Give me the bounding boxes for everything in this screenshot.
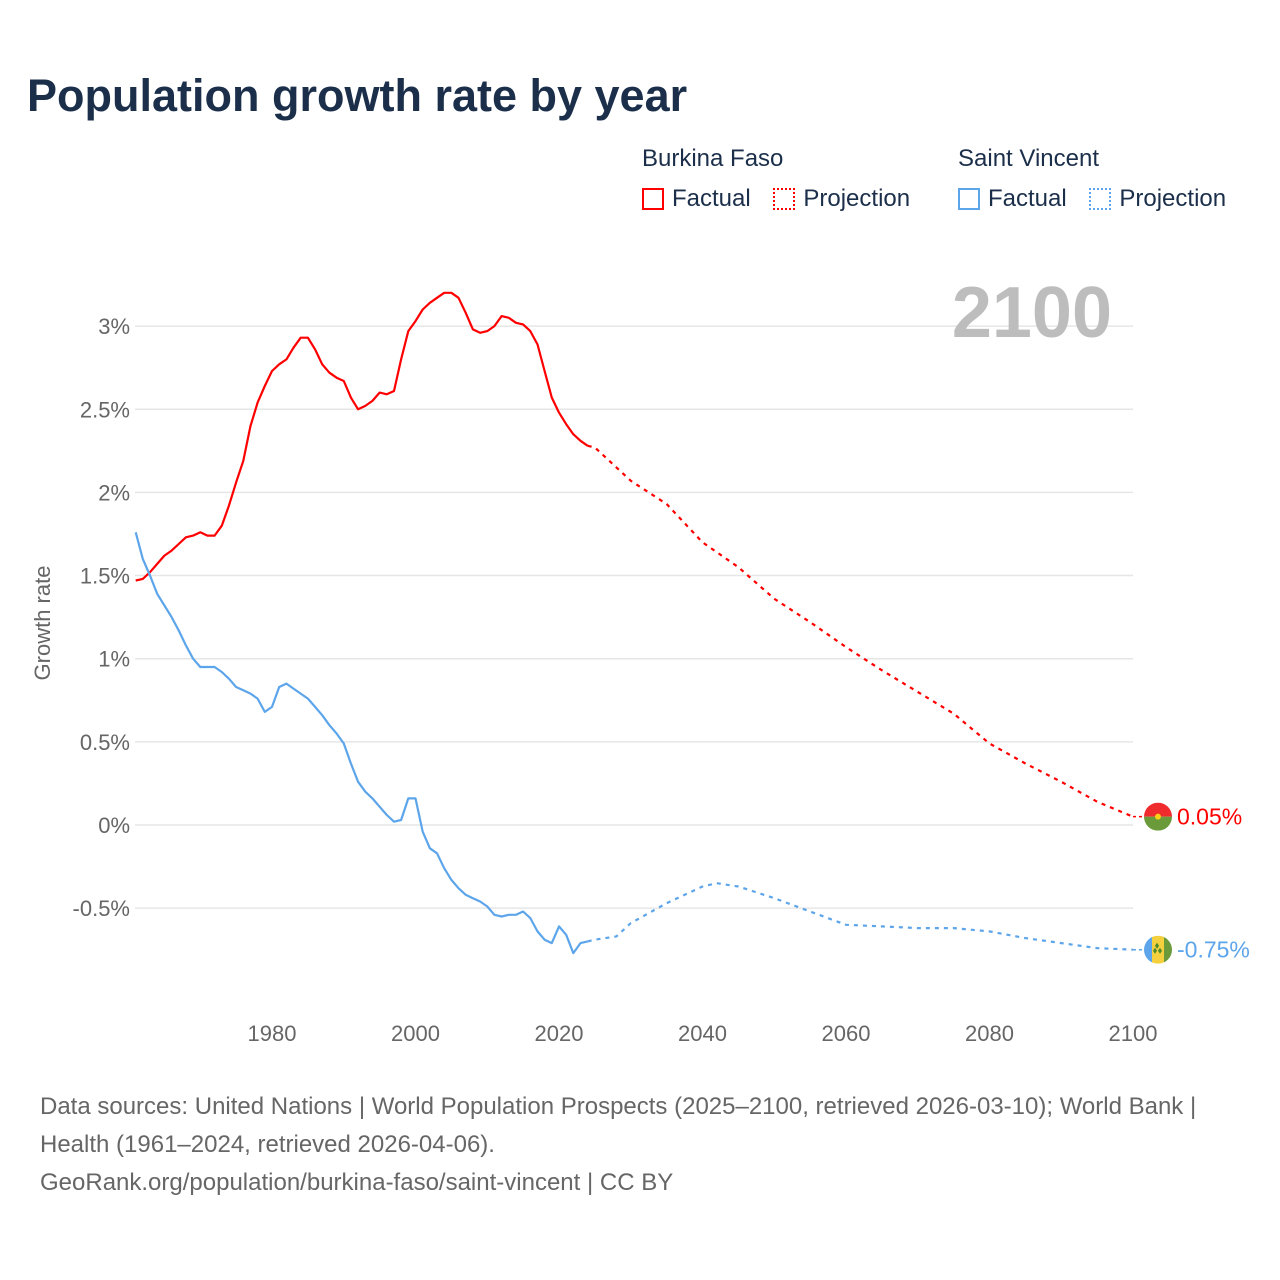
y-tick-label: -0.5% [73, 896, 130, 921]
legend-projection[interactable]: Projection [1089, 185, 1226, 213]
solid-swatch-icon [642, 188, 664, 210]
series-end-markers: 0.05% -0.75% [1133, 802, 1250, 964]
legend-group-name: Saint Vincent [958, 145, 1099, 172]
x-tick-label: 1980 [248, 1021, 297, 1046]
burkina-faso-end-value: 0.05% [1177, 804, 1242, 830]
legend-label: Factual [988, 185, 1067, 212]
x-tick-label: 2100 [1109, 1021, 1158, 1046]
current-year-label: 2100 [951, 273, 1112, 353]
chart-title: Population growth rate by year [27, 70, 688, 121]
legend-projection[interactable]: Projection [773, 185, 910, 213]
y-axis-label: Growth rate [30, 566, 55, 681]
footer: Data sources: United Nations | World Pop… [40, 1088, 1240, 1202]
y-tick-label: 3% [98, 314, 130, 339]
dotted-swatch-icon [773, 188, 796, 210]
legend-factual[interactable]: Factual [642, 185, 751, 213]
legend-label: Projection [1119, 185, 1227, 212]
x-tick-label: 2000 [391, 1021, 440, 1046]
saint-vincent-projection-line [587, 882, 1134, 951]
x-tick-label: 2080 [965, 1021, 1014, 1046]
saint-vincent-end-value: -0.75% [1177, 937, 1250, 963]
y-tick-label: 0.5% [80, 730, 130, 755]
saint-vincent-factual-line [134, 532, 588, 955]
legend-group-name: Burkina Faso [642, 145, 784, 172]
legend-factual[interactable]: Factual [958, 185, 1067, 213]
burkina-faso-flag-icon [1144, 802, 1172, 831]
saint-vincent-flag-icon [1144, 935, 1172, 964]
y-tick-label: 1.5% [80, 564, 130, 589]
y-tick-label: 2.5% [80, 397, 130, 422]
legend-burkina-faso: Burkina Faso Factual Projection [642, 145, 926, 217]
dotted-swatch-icon [1089, 188, 1112, 210]
line-chart: -0.5% 0% 0.5% 1% 1.5% 2% 2.5% 3% 1980 2000 2020 20… [30, 291, 1250, 1046]
burkina-faso-projection-line [587, 444, 1134, 818]
legend-label: Factual [672, 185, 751, 212]
data-sources: Data sources: United Nations | World Pop… [40, 1093, 1197, 1158]
legend-label: Projection [803, 185, 911, 212]
x-tick-label: 2020 [535, 1021, 584, 1046]
x-axis-ticks: 1980 2000 2020 2040 2060 2080 2100 [248, 1021, 1158, 1046]
y-tick-label: 1% [98, 647, 130, 672]
y-axis-ticks: -0.5% 0% 0.5% 1% 1.5% 2% 2.5% 3% [73, 314, 130, 921]
x-tick-label: 2060 [822, 1021, 871, 1046]
y-tick-label: 0% [98, 813, 130, 838]
grid [135, 325, 1133, 909]
series-lines [134, 291, 1134, 955]
y-tick-label: 2% [98, 480, 130, 505]
source-link[interactable]: GeoRank.org/population/burkina-faso/sain… [40, 1169, 674, 1196]
legend-saint-vincent: Saint Vincent Factual Projection [958, 145, 1226, 217]
solid-swatch-icon [958, 188, 980, 210]
x-tick-label: 2040 [678, 1021, 727, 1046]
burkina-faso-factual-line [135, 291, 589, 582]
